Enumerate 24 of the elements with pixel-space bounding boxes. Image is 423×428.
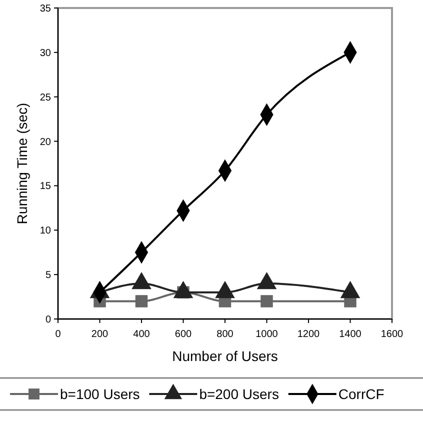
x-tick-label: 600 [174,329,192,340]
x-tick-label: 200 [91,329,109,340]
y-tick-label: 5 [45,270,52,282]
y-tick-label: 30 [40,48,52,59]
x-tick-label: 1200 [297,329,320,340]
point [135,295,148,308]
y-tick-label: 20 [40,136,52,148]
x-tick-label: 0 [55,329,62,340]
point [260,295,273,308]
x-tick-label: 1600 [380,329,404,340]
y-tick-label: 35 [40,4,52,14]
legend-label: CorrCF [338,386,384,402]
legend-label: b=200 Users [199,386,279,402]
x-tick-label: 1000 [256,329,278,340]
y-tick-label: 15 [40,181,52,192]
x-tick-label: 800 [216,329,234,340]
x-axis-title: Number of Users [172,348,278,364]
y-tick-label: 25 [40,92,52,104]
x-tick-label: 400 [133,329,150,340]
y-axis-title: Running Time (sec) [14,102,30,224]
y-tick-label: 10 [40,226,52,237]
x-tick-label: 1400 [339,329,362,340]
y-tick-label: 0 [45,314,52,326]
legend-label: b=100 Users [60,386,140,402]
